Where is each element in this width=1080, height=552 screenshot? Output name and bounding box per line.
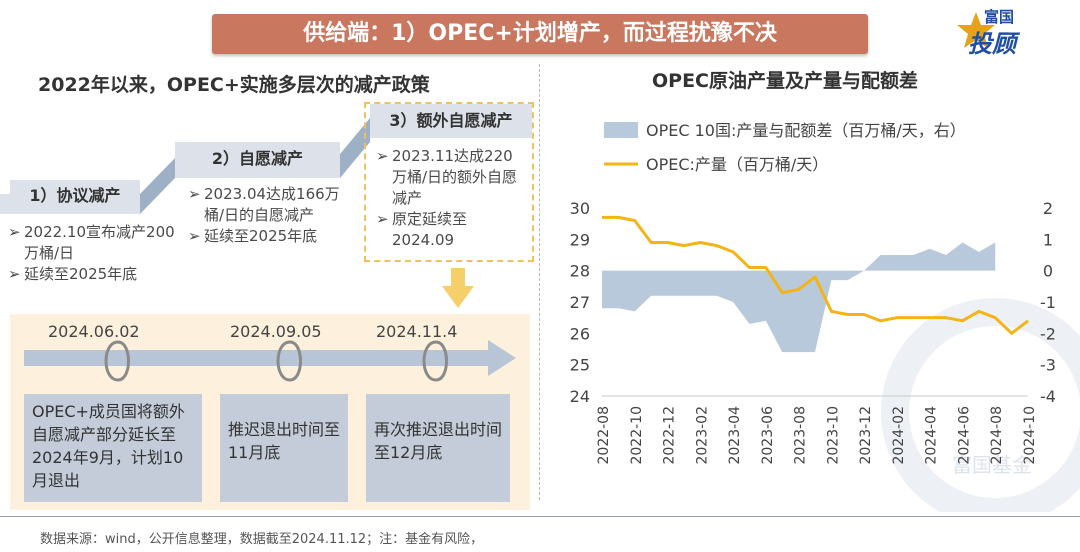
star-icon (957, 12, 995, 48)
y-left-tick-label: 26 (570, 324, 590, 343)
step-label-1: 1）协议减产 (10, 180, 140, 212)
legend-label-area: OPEC 10国:产量与配额差（百万桶/天，右） (646, 121, 966, 140)
bullet-item: ➢ 原定延续至2024.09 (376, 209, 526, 251)
chart-title: OPEC原油产量及产量与配额差 (652, 70, 919, 92)
arrow-bullet-icon: ➢ (376, 147, 389, 165)
bullet-item: ➢ 延续至2025年底 (8, 264, 176, 285)
step-3-dashed-box (364, 102, 534, 262)
line-series-production (602, 215, 1029, 335)
step-1-bullets: ➢ 2022.10宣布减产200万桶/日 ➢ 延续至2025年底 (8, 222, 176, 285)
bullet-text: 2023.04达成166万桶/日的自愿减产 (204, 185, 340, 224)
timeline-date-3: 2024.11.4 (376, 322, 458, 341)
step-label-2: 2）自愿减产 (175, 142, 340, 176)
y-left-tick-label: 27 (570, 293, 590, 312)
footer-divider (0, 516, 1080, 517)
step-3-bullets: ➢ 2023.11达成220万桶/日的额外自愿减产 ➢ 原定延续至2024.09 (376, 146, 526, 251)
x-tick-label: 2023-02 (694, 406, 710, 465)
x-tick-label: 2024-04 (924, 406, 940, 465)
arrow-bullet-icon: ➢ (188, 185, 201, 203)
y-right-tick-label: -4 (1040, 387, 1056, 406)
timeline-date-2: 2024.09.05 (230, 322, 322, 341)
x-tick-label: 2024-08 (989, 406, 1005, 465)
y-right-tick-label: -1 (1040, 293, 1056, 312)
timeline-arrow (24, 340, 516, 382)
watermark-text: 富国基金 (952, 453, 1032, 477)
arrow-bullet-icon: ➢ (8, 265, 21, 283)
x-tick-label: 2024-10 (1022, 406, 1038, 465)
x-tick-label: 2024-06 (956, 406, 972, 465)
y-right-tick-label: 1 (1043, 230, 1053, 249)
chart-legend: OPEC 10国:产量与配额差（百万桶/天，右） OPEC:产量（百万桶/天） (604, 121, 966, 174)
x-tick-label: 2023-04 (727, 406, 743, 465)
timeline-date-1: 2024.06.02 (48, 322, 140, 341)
bullet-text: 原定延续至2024.09 (392, 210, 468, 249)
x-tick-label: 2022-08 (596, 406, 612, 465)
timeline-event-1: OPEC+成员国将额外自愿减产部分延长至2024年9月，计划10月退出 (24, 394, 202, 502)
y-left-tick-label: 25 (570, 356, 590, 375)
timeline-event-2: 推迟退出时间至11月底 (220, 394, 348, 502)
y-left-tick-label: 28 (570, 262, 590, 281)
bullet-text: 2022.10宣布减产200万桶/日 (24, 223, 175, 262)
bullet-item: ➢ 延续至2025年底 (188, 226, 356, 247)
area-series-gap (602, 242, 996, 353)
chart-watermark: 富国基金 (881, 298, 1080, 512)
bullet-item: ➢ 2023.04达成166万桶/日的自愿减产 (188, 184, 356, 226)
left-panel-title: 2022年以来，OPEC+实施多层次的减产政策 (38, 74, 430, 96)
y-right-tick-label: -3 (1040, 356, 1056, 375)
bullet-item: ➢ 2022.10宣布减产200万桶/日 (8, 222, 176, 264)
x-tick-label: 2023-10 (825, 406, 841, 465)
arrow-bullet-icon: ➢ (376, 210, 389, 228)
x-tick-label: 2023-12 (858, 406, 874, 465)
x-tick-label: 2024-02 (891, 406, 907, 465)
legend-label-line: OPEC:产量（百万桶/天） (646, 155, 828, 174)
step-2-bullets: ➢ 2023.04达成166万桶/日的自愿减产 ➢ 延续至2025年底 (188, 184, 356, 247)
bullet-text: 延续至2025年底 (24, 265, 138, 283)
x-tick-label: 2022-12 (662, 406, 678, 465)
down-arrow-icon (442, 268, 474, 308)
x-tick-label: 2023-06 (760, 406, 776, 465)
header-banner: 供给端：1）OPEC+计划增产，而过程扰豫不决 (212, 14, 868, 54)
y-right-tick-label: 2 (1043, 199, 1053, 218)
bullet-item: ➢ 2023.11达成220万桶/日的额外自愿减产 (376, 146, 526, 209)
bullet-text: 延续至2025年底 (204, 227, 318, 245)
x-tick-label: 2022-10 (629, 406, 645, 465)
footer-source-note: 数据来源：wind，公开信息整理，数据截至2024.11.12；注：基金有风险， (40, 532, 484, 547)
timeline-event-3: 再次推迟退出时间至12月底 (366, 394, 510, 502)
arrow-bullet-icon: ➢ (188, 227, 201, 245)
y-left-tick-label: 30 (570, 199, 590, 218)
x-tick-label: 2023-08 (793, 406, 809, 465)
y-left-tick-label: 24 (570, 387, 590, 406)
logo-text-bottom: 投顾 (968, 30, 1016, 58)
brand-logo: 富国 投顾 (957, 6, 1066, 58)
y-left-tick-label: 29 (570, 230, 590, 249)
arrow-bullet-icon: ➢ (8, 223, 21, 241)
panel-divider (539, 64, 540, 500)
timeline-ring-1 (104, 340, 119, 382)
bullet-text: 2023.11达成220万桶/日的额外自愿减产 (392, 147, 518, 207)
chart-svg: 富国基金 OPEC 10国:产量与配额差（百万桶/天，右） OPEC:产量（百万… (570, 121, 1080, 512)
y-right-tick-label: 0 (1043, 262, 1053, 281)
legend-swatch-area (604, 122, 638, 138)
y-right-tick-label: -2 (1040, 324, 1056, 343)
logo-text-top: 富国 (984, 8, 1015, 26)
step-label-3: 3）额外自愿减产 (370, 104, 532, 138)
